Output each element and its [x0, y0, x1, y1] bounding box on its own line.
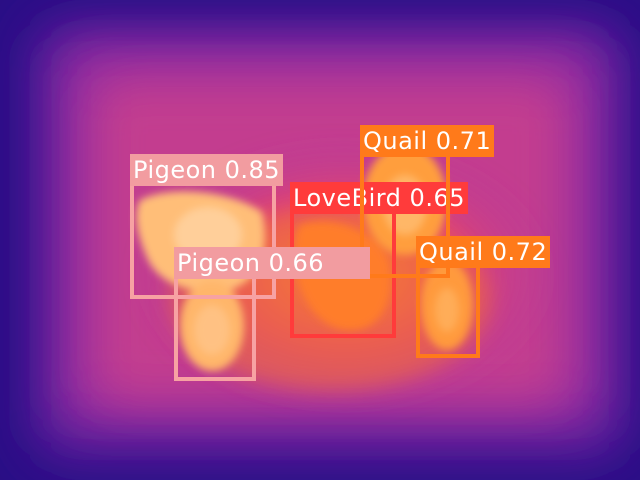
detection-label-pigeon-2: Pigeon 0.66: [174, 247, 370, 279]
detection-box-pigeon-2: [174, 275, 256, 381]
detection-label-lovebird: LoveBird 0.65: [290, 182, 468, 214]
detection-label-quail-2: Quail 0.72: [416, 236, 551, 268]
detection-box-quail-2: [416, 263, 480, 358]
detection-label-quail-1: Quail 0.71: [360, 125, 495, 157]
detection-label-pigeon-1: Pigeon 0.85: [130, 154, 284, 186]
